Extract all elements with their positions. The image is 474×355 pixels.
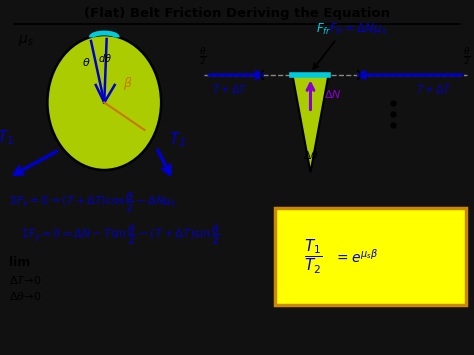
Text: $\frac{\theta}{2}$: $\frac{\theta}{2}$ <box>463 45 471 67</box>
Text: $\Delta\theta\!\rightarrow\!0$: $\Delta\theta\!\rightarrow\!0$ <box>9 290 41 302</box>
Polygon shape <box>292 75 328 173</box>
Text: $\dfrac{T_1}{T_2}$: $\dfrac{T_1}{T_2}$ <box>303 237 322 275</box>
Text: $d\theta$: $d\theta$ <box>98 51 112 64</box>
Text: $T_1$: $T_1$ <box>0 128 14 147</box>
Text: $\theta$: $\theta$ <box>82 55 91 67</box>
Text: $T+\Delta T$: $T+\Delta T$ <box>416 83 451 95</box>
Ellipse shape <box>47 35 161 170</box>
Text: $\Delta\theta$: $\Delta\theta$ <box>303 149 318 161</box>
FancyBboxPatch shape <box>275 208 466 305</box>
Text: $\Delta T\!\rightarrow\!0$: $\Delta T\!\rightarrow\!0$ <box>9 274 41 286</box>
Text: $\frac{\theta}{2}$: $\frac{\theta}{2}$ <box>199 45 207 67</box>
Text: $= e^{\mu_s\beta}$: $= e^{\mu_s\beta}$ <box>334 247 378 266</box>
Text: $T_2$: $T_2$ <box>169 131 186 149</box>
Text: $T+\Delta T$: $T+\Delta T$ <box>212 83 247 95</box>
Text: (Flat) Belt Friction Deriving the Equation: (Flat) Belt Friction Deriving the Equati… <box>84 7 390 21</box>
Text: lim: lim <box>9 256 30 269</box>
Text: $\Delta N$: $\Delta N$ <box>324 88 341 100</box>
Text: $\Sigma F_x = 0 =(T+\Delta T)\cos\dfrac{\theta}{2} - \Delta N\mu_s$: $\Sigma F_x = 0 =(T+\Delta T)\cos\dfrac{… <box>9 191 176 214</box>
Text: $F_{fr}$: $F_{fr}$ <box>316 21 331 37</box>
Text: $\Sigma F_y = 0 = \Delta N - T\sin\dfrac{\theta}{2} - (T+\Delta T)\sin\dfrac{\th: $\Sigma F_y = 0 = \Delta N - T\sin\dfrac… <box>21 223 221 247</box>
Text: $\mu_s$: $\mu_s$ <box>18 33 34 49</box>
Text: $\beta$: $\beta$ <box>123 75 133 92</box>
Text: $F_{fr}=\Delta N\mu_s$: $F_{fr}=\Delta N\mu_s$ <box>329 21 387 37</box>
